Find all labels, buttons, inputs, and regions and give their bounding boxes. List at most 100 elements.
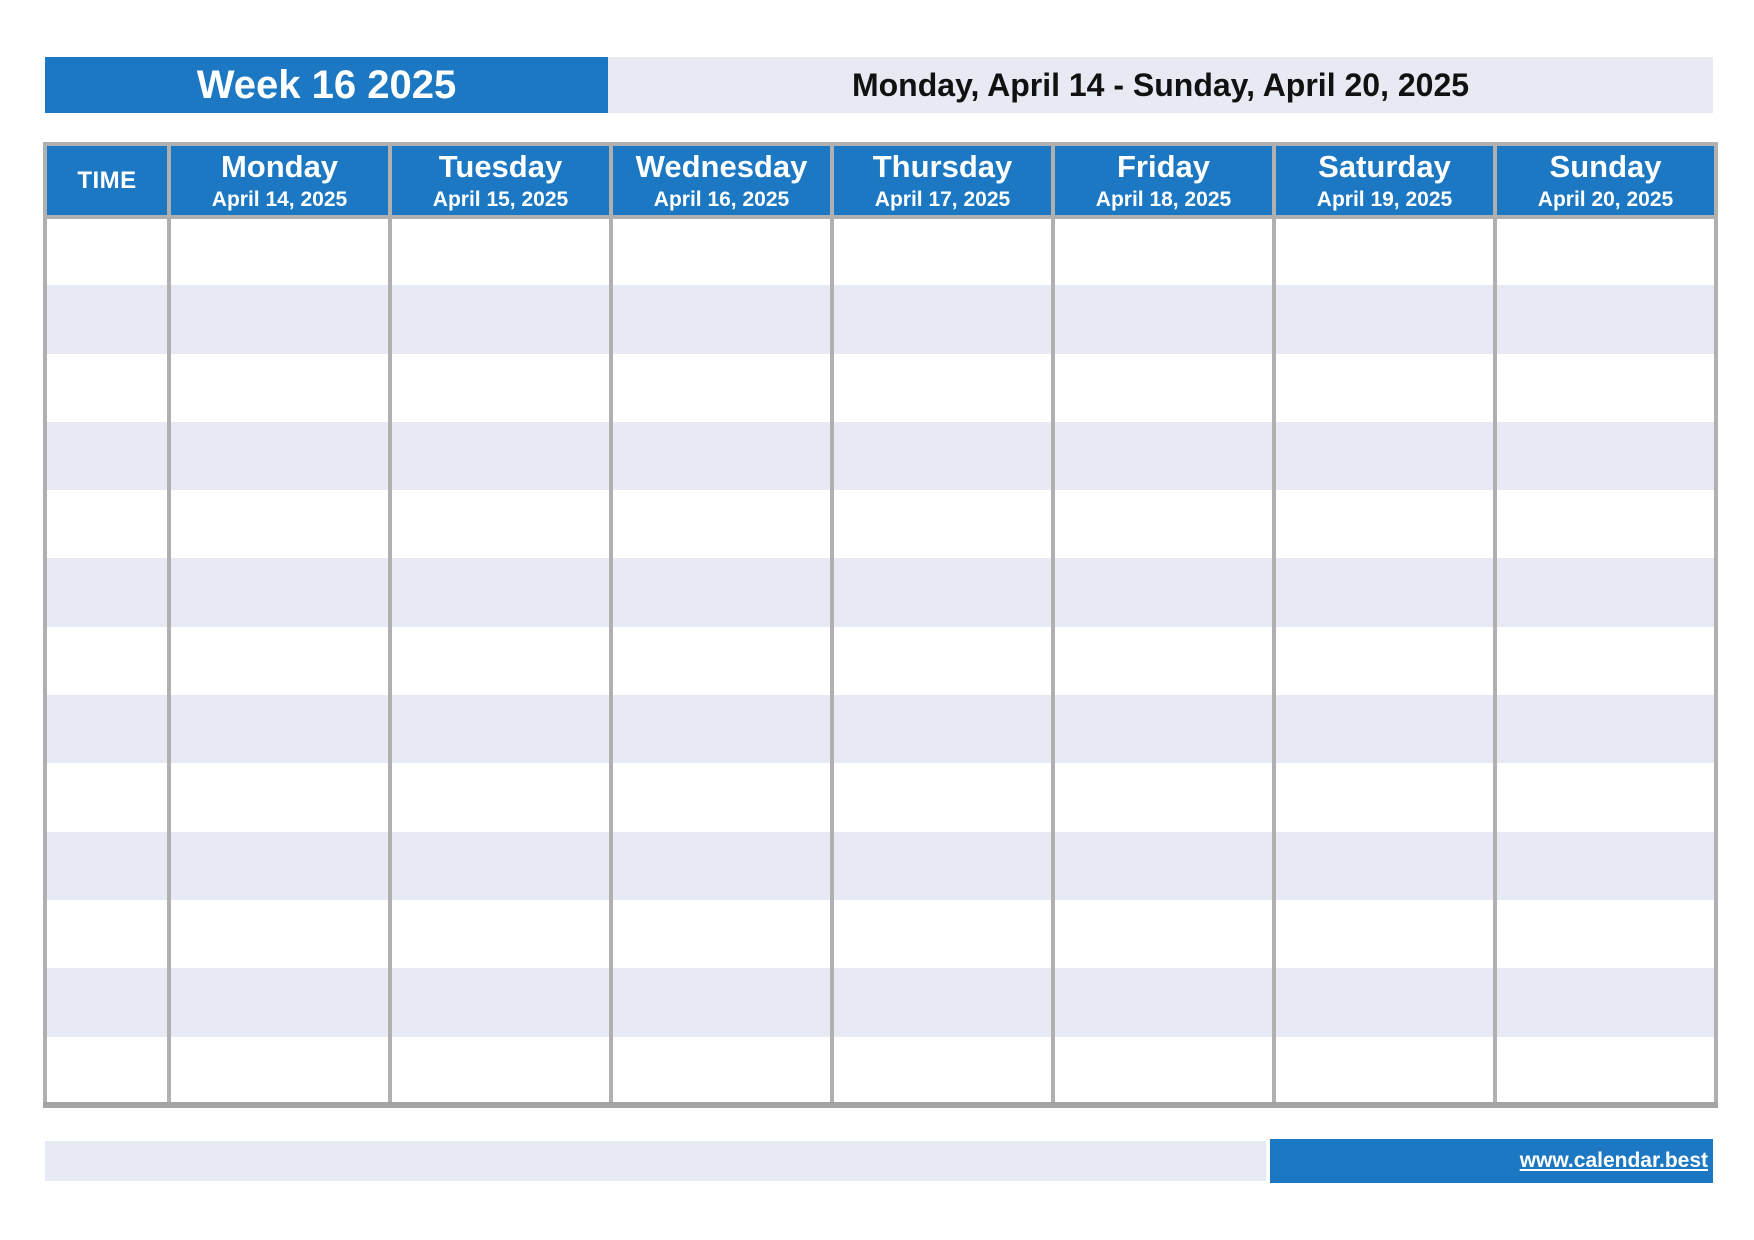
calendar-row xyxy=(43,899,1718,969)
calendar-cell xyxy=(1493,899,1718,969)
calendar-cell xyxy=(1493,490,1718,559)
calendar-cell xyxy=(1272,558,1497,627)
calendar-cell xyxy=(1272,831,1497,900)
day-date: April 19, 2025 xyxy=(1316,187,1453,211)
calendar-cell xyxy=(830,626,1055,696)
calendar-cell xyxy=(830,1036,1055,1105)
calendar-row xyxy=(43,695,1718,764)
calendar-cell xyxy=(1493,831,1718,900)
calendar-cell xyxy=(609,968,834,1037)
day-date: April 16, 2025 xyxy=(653,187,790,211)
calendar-header-row: TIME Monday April 14, 2025 Tuesday April… xyxy=(43,142,1718,219)
day-date: April 15, 2025 xyxy=(432,187,569,211)
calendar-row xyxy=(43,421,1718,491)
time-cell xyxy=(43,285,171,354)
calendar-row xyxy=(43,763,1718,832)
calendar-cell xyxy=(167,1036,392,1105)
calendar-cell xyxy=(609,421,834,491)
calendar-cell xyxy=(167,968,392,1037)
calendar-cell xyxy=(1272,490,1497,559)
day-header-monday: Monday April 14, 2025 xyxy=(167,142,392,219)
day-name: Thursday xyxy=(872,149,1013,185)
calendar-cell xyxy=(609,626,834,696)
calendar-cell xyxy=(609,763,834,832)
time-cell xyxy=(43,695,171,764)
calendar-cell xyxy=(830,763,1055,832)
calendar-cell xyxy=(1272,217,1497,286)
calendar-cell xyxy=(1051,217,1276,286)
day-header-saturday: Saturday April 19, 2025 xyxy=(1272,142,1497,219)
day-name: Monday xyxy=(220,149,339,185)
calendar-cell xyxy=(830,421,1055,491)
calendar-row xyxy=(43,285,1718,354)
calendar-cell xyxy=(1493,1036,1718,1105)
calendar-cell xyxy=(1493,285,1718,354)
calendar-cell xyxy=(609,217,834,286)
calendar-cell xyxy=(1493,763,1718,832)
calendar-cell xyxy=(1493,421,1718,491)
day-header-sunday: Sunday April 20, 2025 xyxy=(1493,142,1718,219)
calendar-cell xyxy=(388,968,613,1037)
time-cell xyxy=(43,490,171,559)
calendar-cell xyxy=(609,1036,834,1105)
calendar-row xyxy=(43,968,1718,1037)
calendar-cell xyxy=(388,558,613,627)
calendar-cell xyxy=(388,899,613,969)
calendar-cell xyxy=(1493,968,1718,1037)
weekly-calendar-table: TIME Monday April 14, 2025 Tuesday April… xyxy=(43,142,1718,1108)
calendar-cell xyxy=(609,490,834,559)
day-name: Wednesday xyxy=(635,149,808,185)
calendar-cell xyxy=(1272,353,1497,422)
calendar-cell xyxy=(830,831,1055,900)
calendar-cell xyxy=(1272,285,1497,354)
calendar-cell xyxy=(388,763,613,832)
calendar-cell xyxy=(1051,285,1276,354)
calendar-cell xyxy=(1051,899,1276,969)
calendar-cell xyxy=(609,353,834,422)
calendar-cell xyxy=(167,421,392,491)
calendar-cell xyxy=(388,285,613,354)
calendar-cell xyxy=(1493,217,1718,286)
date-range-band: Monday, April 14 - Sunday, April 20, 202… xyxy=(608,57,1713,113)
calendar-cell xyxy=(1272,1036,1497,1105)
calendar-cell xyxy=(1051,353,1276,422)
calendar-row xyxy=(43,831,1718,900)
day-name: Sunday xyxy=(1549,149,1662,185)
calendar-cell xyxy=(167,558,392,627)
calendar-cell xyxy=(1051,968,1276,1037)
time-cell xyxy=(43,421,171,491)
calendar-best-link[interactable]: www.calendar.best xyxy=(1519,1149,1708,1172)
calendar-cell xyxy=(167,490,392,559)
calendar-cell xyxy=(388,353,613,422)
calendar-cell xyxy=(1272,968,1497,1037)
time-cell xyxy=(43,1036,171,1105)
week-title-box: Week 16 2025 xyxy=(45,57,608,113)
calendar-cell xyxy=(1051,421,1276,491)
week-title: Week 16 2025 xyxy=(196,62,457,107)
day-date: April 18, 2025 xyxy=(1095,187,1232,211)
calendar-cell xyxy=(609,285,834,354)
calendar-cell xyxy=(388,695,613,764)
day-name: Tuesday xyxy=(438,149,563,185)
time-cell xyxy=(43,626,171,696)
calendar-body xyxy=(43,217,1718,1105)
calendar-cell xyxy=(1051,695,1276,764)
calendar-cell xyxy=(1051,763,1276,832)
calendar-row xyxy=(43,626,1718,696)
day-date: April 14, 2025 xyxy=(211,187,348,211)
calendar-cell xyxy=(388,626,613,696)
calendar-cell xyxy=(1272,421,1497,491)
calendar-cell xyxy=(1051,626,1276,696)
calendar-cell xyxy=(167,695,392,764)
day-date: April 17, 2025 xyxy=(874,187,1011,211)
footer-bar xyxy=(45,1141,1266,1181)
calendar-cell xyxy=(167,831,392,900)
calendar-cell xyxy=(1272,763,1497,832)
time-cell xyxy=(43,353,171,422)
calendar-cell xyxy=(167,285,392,354)
calendar-cell xyxy=(1051,1036,1276,1105)
day-name: Saturday xyxy=(1318,149,1451,185)
calendar-cell xyxy=(1493,695,1718,764)
calendar-cell xyxy=(167,899,392,969)
calendar-cell xyxy=(830,558,1055,627)
